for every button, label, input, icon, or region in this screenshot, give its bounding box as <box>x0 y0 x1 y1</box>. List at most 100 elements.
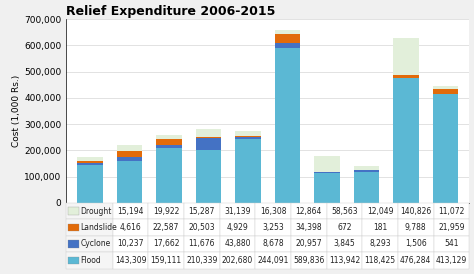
Bar <box>219 252 255 269</box>
Bar <box>235 139 261 203</box>
Bar <box>398 203 434 219</box>
Bar <box>68 240 79 248</box>
Text: 22,587: 22,587 <box>153 223 179 232</box>
Text: 20,957: 20,957 <box>295 239 322 249</box>
Bar <box>66 252 113 269</box>
Bar <box>68 224 79 231</box>
Bar <box>314 172 340 173</box>
Bar <box>196 150 221 203</box>
Text: 8,293: 8,293 <box>369 239 391 249</box>
Bar <box>393 75 419 78</box>
Bar <box>327 219 362 236</box>
Text: 11,072: 11,072 <box>438 207 465 216</box>
Text: 202,680: 202,680 <box>222 256 253 265</box>
Bar <box>148 203 184 219</box>
Text: 113,942: 113,942 <box>329 256 360 265</box>
Bar <box>156 145 182 148</box>
Text: 34,398: 34,398 <box>295 223 322 232</box>
Bar <box>66 236 113 252</box>
Bar <box>255 236 291 252</box>
Bar <box>291 236 327 252</box>
Bar <box>113 219 148 236</box>
Bar <box>255 252 291 269</box>
Bar <box>393 38 419 75</box>
Text: 476,284: 476,284 <box>400 256 431 265</box>
Text: 8,678: 8,678 <box>262 239 284 249</box>
Bar <box>184 219 219 236</box>
Text: 143,309: 143,309 <box>115 256 146 265</box>
Text: 4,616: 4,616 <box>119 223 141 232</box>
Bar <box>196 129 221 137</box>
Text: Cyclone: Cyclone <box>80 239 110 249</box>
Text: 19,922: 19,922 <box>153 207 179 216</box>
Bar <box>398 236 434 252</box>
Text: 10,237: 10,237 <box>117 239 144 249</box>
Bar <box>275 30 301 34</box>
Bar <box>362 203 398 219</box>
Bar <box>77 162 103 165</box>
Bar <box>434 252 469 269</box>
Text: 11,676: 11,676 <box>189 239 215 249</box>
Bar <box>354 166 379 170</box>
Bar <box>255 219 291 236</box>
Bar <box>68 207 79 215</box>
Text: 210,339: 210,339 <box>186 256 218 265</box>
Bar <box>354 170 379 172</box>
Text: 672: 672 <box>337 223 352 232</box>
Bar <box>398 219 434 236</box>
Bar <box>434 219 469 236</box>
Text: 15,287: 15,287 <box>189 207 215 216</box>
Text: 20,503: 20,503 <box>189 223 215 232</box>
Text: 43,880: 43,880 <box>224 239 251 249</box>
Bar <box>77 161 103 162</box>
Bar <box>433 95 458 203</box>
Bar <box>77 165 103 203</box>
Bar <box>196 138 221 150</box>
Bar <box>354 172 379 203</box>
Bar <box>117 156 142 161</box>
Bar <box>156 139 182 145</box>
Text: 31,139: 31,139 <box>224 207 251 216</box>
Bar <box>156 148 182 203</box>
Bar <box>235 132 261 136</box>
Bar <box>148 219 184 236</box>
Bar <box>184 203 219 219</box>
Text: 12,864: 12,864 <box>296 207 322 216</box>
Bar <box>393 78 419 203</box>
Text: Landslide: Landslide <box>80 223 117 232</box>
Text: 589,836: 589,836 <box>293 256 325 265</box>
Bar <box>196 137 221 138</box>
Text: Flood: Flood <box>80 256 101 265</box>
Text: 4,929: 4,929 <box>227 223 248 232</box>
Text: 118,425: 118,425 <box>365 256 396 265</box>
Bar <box>291 252 327 269</box>
Text: 16,308: 16,308 <box>260 207 286 216</box>
Bar <box>148 252 184 269</box>
Bar <box>219 219 255 236</box>
Bar <box>117 145 142 151</box>
Bar <box>77 157 103 161</box>
Text: 12,049: 12,049 <box>367 207 393 216</box>
Text: Drought: Drought <box>80 207 112 216</box>
Bar <box>291 219 327 236</box>
Text: 15,194: 15,194 <box>117 207 144 216</box>
Bar <box>117 151 142 156</box>
Bar <box>433 86 458 89</box>
Text: 244,091: 244,091 <box>257 256 289 265</box>
Text: 1,506: 1,506 <box>405 239 427 249</box>
Bar <box>314 156 340 172</box>
Text: 413,129: 413,129 <box>436 256 467 265</box>
Bar <box>398 252 434 269</box>
Text: 3,253: 3,253 <box>262 223 284 232</box>
Text: 9,788: 9,788 <box>405 223 427 232</box>
Bar <box>113 252 148 269</box>
Bar <box>275 34 301 42</box>
Bar <box>113 203 148 219</box>
Text: 58,563: 58,563 <box>331 207 358 216</box>
Bar <box>362 236 398 252</box>
Text: 159,111: 159,111 <box>151 256 182 265</box>
Bar <box>66 219 113 236</box>
Text: 17,662: 17,662 <box>153 239 180 249</box>
Bar <box>255 203 291 219</box>
Text: 181: 181 <box>373 223 387 232</box>
